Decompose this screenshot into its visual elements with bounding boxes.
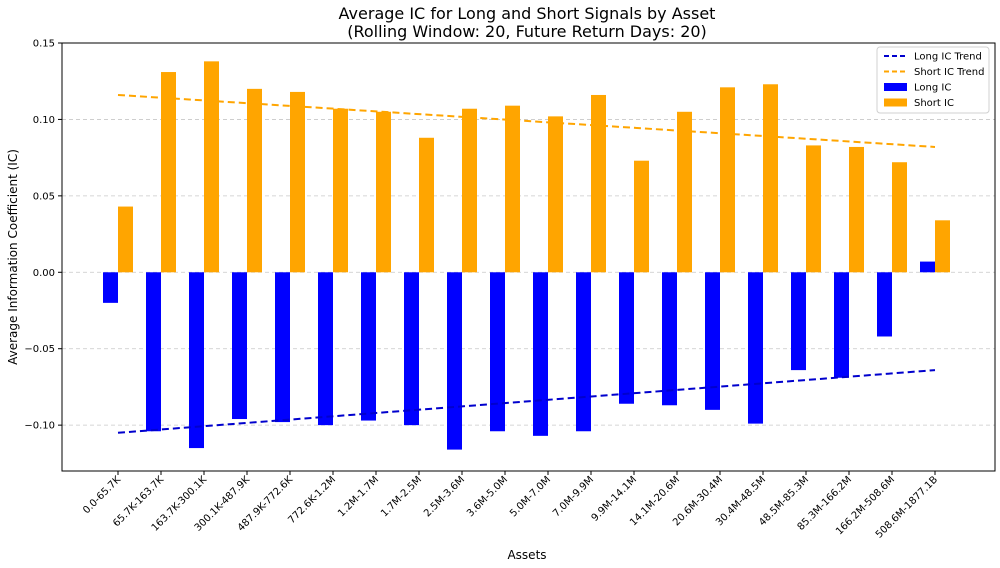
x-tick-label: 7.0M-9.9M bbox=[551, 474, 596, 519]
long-ic-bar bbox=[275, 272, 290, 423]
short-ic-bar bbox=[505, 105, 520, 273]
legend-label-short-ic: Short IC bbox=[914, 98, 954, 109]
y-tick-label: −0.05 bbox=[24, 344, 55, 355]
short-ic-bar bbox=[677, 111, 692, 273]
short-ic-trend-line bbox=[117, 93, 936, 148]
x-tick-label: 3.6M-5.0M bbox=[465, 474, 510, 519]
short-ic-bar bbox=[548, 116, 563, 273]
long-ic-bar bbox=[404, 272, 419, 426]
x-tick-label: 2.5M-3.6M bbox=[422, 474, 467, 519]
long-ic-bar bbox=[748, 272, 763, 424]
long-ic-bar bbox=[232, 272, 247, 420]
plot-frame bbox=[61, 42, 996, 472]
short-ic-bar bbox=[376, 111, 391, 273]
long-ic-bar bbox=[189, 272, 204, 449]
long-ic-bar bbox=[490, 272, 505, 432]
short-ic-bar bbox=[849, 146, 864, 273]
long-ic-bar bbox=[318, 272, 333, 426]
y-tick-label: −0.10 bbox=[24, 421, 55, 432]
long-ic-bar bbox=[705, 272, 720, 410]
y-axis-ticks: −0.10 −0.05 0.00 0.05 0.10 0.15 bbox=[24, 39, 62, 432]
long-ic-bar bbox=[877, 272, 892, 337]
y-tick-label: 0.15 bbox=[33, 39, 55, 50]
short-ic-bar bbox=[204, 61, 219, 273]
y-tick-label: 0.05 bbox=[33, 191, 55, 202]
x-tick-label: 5.0M-7.0M bbox=[508, 474, 553, 519]
short-ic-bar bbox=[935, 220, 950, 273]
legend-box bbox=[876, 46, 990, 114]
y-tick-label: 0.10 bbox=[33, 115, 55, 126]
x-axis-ticks: 0.0-65.7K65.7K-163.7K163.7K-300.1K300.1K… bbox=[81, 471, 940, 541]
x-axis-label: Assets bbox=[507, 548, 546, 562]
x-tick-label: 1.7M-2.5M bbox=[379, 474, 424, 519]
short-ic-bar bbox=[247, 88, 262, 273]
short-ic-bar bbox=[419, 137, 434, 273]
short-ic-bar bbox=[892, 162, 907, 273]
short-ic-bar bbox=[118, 206, 133, 273]
x-tick-label: 0.0-65.7K bbox=[81, 474, 123, 516]
short-ic-bar bbox=[462, 108, 477, 273]
legend-label-short-ic-trend: Short IC Trend bbox=[914, 67, 985, 78]
long-ic-bar bbox=[791, 272, 806, 371]
legend-label-long-ic-trend: Long IC Trend bbox=[914, 52, 982, 63]
long-ic-bar bbox=[146, 272, 161, 432]
trend-lines bbox=[117, 93, 936, 434]
legend-swatch-long-ic bbox=[884, 83, 907, 91]
short-ic-bar bbox=[634, 160, 649, 273]
legend-swatch-short-ic bbox=[884, 98, 907, 107]
long-ic-bar bbox=[920, 261, 935, 273]
short-ic-bar bbox=[763, 84, 778, 273]
short-ic-bar bbox=[720, 87, 735, 273]
long-ic-bar bbox=[533, 272, 548, 436]
long-ic-bar bbox=[662, 272, 677, 406]
short-ic-bar bbox=[161, 72, 176, 273]
short-ic-bar bbox=[333, 108, 348, 273]
x-tick-label: 1.2M-1.7M bbox=[336, 474, 381, 519]
long-ic-bar bbox=[361, 272, 376, 421]
long-ic-bar bbox=[619, 272, 634, 404]
bars bbox=[103, 61, 950, 450]
legend-label-long-ic: Long IC bbox=[914, 83, 951, 94]
long-ic-bar bbox=[834, 272, 849, 378]
chart-title: Average IC for Long and Short Signals by… bbox=[339, 4, 716, 23]
short-ic-bar bbox=[806, 145, 821, 273]
long-ic-bar bbox=[576, 272, 591, 432]
y-tick-label: 0.00 bbox=[33, 268, 55, 279]
long-ic-bar bbox=[447, 272, 462, 450]
long-ic-trend-line bbox=[117, 369, 936, 434]
chart-subtitle: (Rolling Window: 20, Future Return Days:… bbox=[347, 22, 707, 41]
legend: Long IC Trend Short IC Trend Long IC Short … bbox=[876, 46, 990, 114]
short-ic-bar bbox=[290, 91, 305, 273]
long-ic-bar bbox=[103, 272, 118, 303]
short-ic-bar bbox=[591, 94, 606, 273]
y-axis-label: Average Information Coefficient (IC) bbox=[6, 149, 20, 365]
